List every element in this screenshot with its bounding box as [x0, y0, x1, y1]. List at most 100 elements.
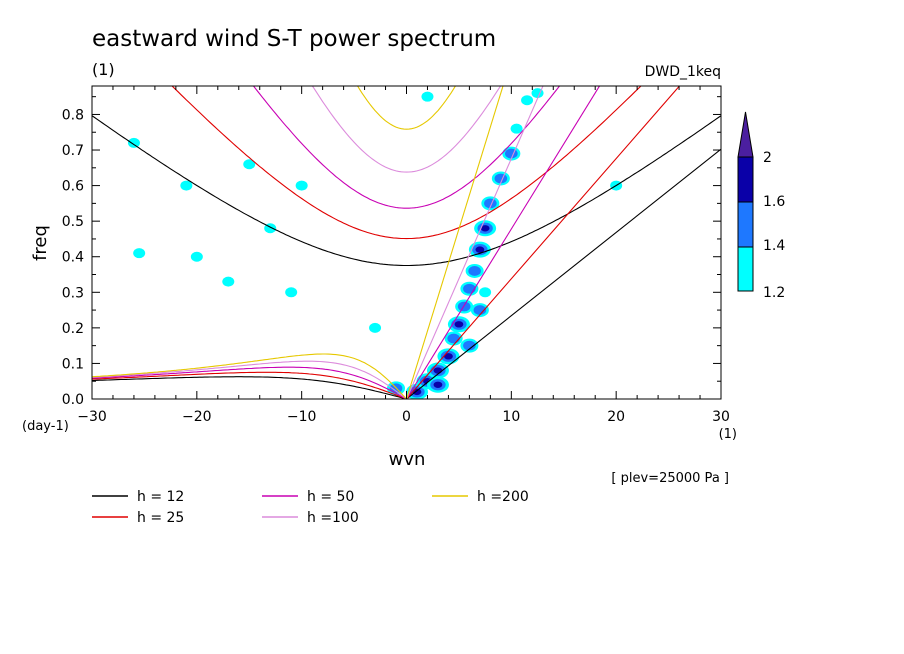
power-level-patch	[133, 248, 146, 259]
power-blob	[222, 276, 235, 287]
legend: h = 12 h = 25 h = 50 h =100 h =200	[92, 489, 529, 526]
power-level-patch	[222, 276, 235, 287]
power-blob	[447, 316, 470, 333]
inertio-gravity-curve	[311, 86, 502, 173]
power-level-patch	[463, 283, 476, 294]
power-blob	[474, 220, 497, 237]
dispersion-curve-25	[92, 86, 681, 399]
colorbar-label: 2	[763, 150, 772, 166]
legend-item: h = 12	[92, 489, 184, 505]
power-blob	[243, 159, 256, 170]
power-level-patch	[369, 322, 382, 333]
legend-label: h = 50	[307, 489, 354, 505]
colorbar-extend-arrow	[737, 111, 754, 158]
power-blob	[190, 251, 203, 262]
power-blob	[285, 287, 298, 298]
x-tick-label: −10	[287, 409, 317, 425]
y-tick-label: 0.3	[62, 285, 84, 301]
x-tick-label: 0	[402, 409, 411, 425]
legend-label: h =100	[307, 510, 359, 526]
legend-label: h =200	[477, 489, 529, 505]
colorbar-segment	[737, 156, 754, 203]
power-level-patch	[475, 246, 485, 253]
dispersion-curve-200	[92, 86, 504, 399]
dispersion-curve-12	[92, 115, 721, 399]
power-level-patch	[447, 333, 460, 344]
power-level-patch	[433, 367, 443, 374]
power-blob	[521, 95, 534, 106]
power-blob	[127, 137, 140, 148]
legend-item: h =100	[262, 510, 359, 526]
power-level-patch	[180, 180, 193, 191]
power-level-patch	[433, 381, 443, 388]
power-blob	[133, 248, 146, 259]
legend-label: h = 25	[137, 510, 184, 526]
power-blob	[460, 338, 479, 353]
rossby-wave-curve	[92, 366, 407, 399]
y-tick-label: 0.6	[62, 179, 84, 195]
x-tick-label: 20	[607, 409, 625, 425]
power-blob	[470, 303, 489, 318]
legend-item: h =200	[432, 489, 529, 505]
power-level-patch	[454, 321, 464, 328]
inertio-gravity-curve	[356, 86, 457, 130]
legend-item: h = 50	[262, 489, 354, 505]
colorbar-label: 1.4	[763, 238, 785, 254]
power-level-patch	[505, 148, 518, 159]
power-blob	[421, 91, 434, 102]
power-level-patch	[421, 91, 434, 102]
y-axis-unit: (day-1)	[22, 419, 69, 434]
y-axis-label: freq	[30, 225, 51, 261]
power-blob	[426, 376, 449, 393]
rossby-wave-curve	[92, 360, 407, 399]
y-tick-label: 0.2	[62, 321, 84, 337]
legend-label: h = 12	[137, 489, 184, 505]
y-tick-label: 0.1	[62, 356, 84, 372]
power-blob	[437, 348, 460, 365]
x-tick-label: 30	[712, 409, 730, 425]
colorbar-segment	[737, 201, 754, 248]
y-tick-label: 0.8	[62, 107, 84, 123]
kelvin-wave-curve	[406, 148, 721, 399]
power-level-patch	[510, 123, 523, 134]
power-level-patch	[243, 159, 256, 170]
kelvin-wave-curve	[405, 86, 504, 399]
chart-title: eastward wind S-T power spectrum	[92, 26, 496, 52]
power-level-patch	[480, 225, 490, 232]
power-level-patch	[473, 305, 487, 315]
x-axis-label: wvn	[389, 449, 426, 470]
rossby-wave-curve	[92, 353, 407, 399]
power-level-patch	[484, 198, 497, 209]
power-level-patch	[295, 180, 308, 191]
inertio-gravity-curve	[92, 115, 721, 267]
power-blob	[479, 287, 492, 298]
power-level-patch	[412, 388, 422, 396]
y-tick-label: 0.0	[62, 392, 84, 408]
power-level-patch	[190, 251, 203, 262]
colorbar-label: 1.6	[763, 194, 785, 210]
inertio-gravity-curve	[171, 86, 642, 240]
colorbar-segment	[737, 246, 754, 292]
power-blob	[481, 196, 500, 211]
kelvin-wave-curve	[405, 86, 544, 399]
y-tick-label: 0.5	[62, 214, 84, 230]
kelvin-wave-curve	[406, 86, 601, 399]
kelvin-wave-curve	[406, 86, 681, 399]
power-blob	[465, 263, 484, 278]
power-level-patch	[468, 266, 481, 276]
axis-ticks: −30 −20 −10 0 10 20 30 0.0 0.1 0.2 0.3 0.4 0.5 0.6 0.7…	[62, 86, 730, 425]
plev-annotation: [ plev=25000 Pa ]	[611, 471, 729, 486]
rossby-wave-curve	[92, 371, 407, 399]
dispersion-curves	[92, 86, 721, 399]
x-tick-label: −30	[77, 409, 107, 425]
dispersion-curve-100	[92, 86, 544, 399]
x-tick-label: 10	[502, 409, 520, 425]
power-blob	[295, 180, 308, 191]
plot-frame	[91, 85, 722, 400]
power-level-patch	[285, 287, 298, 298]
power-blob	[510, 123, 523, 134]
inertio-gravity-curve	[252, 86, 561, 209]
y-tick-label: 0.7	[62, 143, 84, 159]
colorbar-label: 1.2	[763, 285, 785, 301]
